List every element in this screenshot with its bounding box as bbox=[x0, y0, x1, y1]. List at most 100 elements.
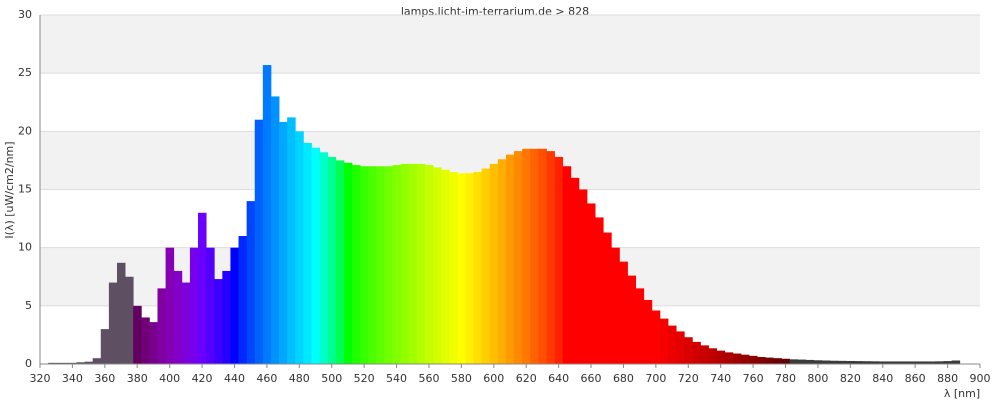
spectrum-bar bbox=[749, 355, 758, 364]
spectrum-bar bbox=[538, 148, 547, 364]
x-tick-label: 860 bbox=[905, 372, 926, 385]
chart-title: lamps.licht-im-terrarium.de > 828 bbox=[401, 5, 589, 18]
spectrum-bar bbox=[181, 282, 191, 364]
spectrum-bar bbox=[254, 119, 264, 364]
spectrum-bar bbox=[603, 232, 612, 364]
spectrum-bar bbox=[481, 168, 491, 364]
spectrum-bar bbox=[927, 361, 936, 364]
spectrum-bar bbox=[449, 172, 458, 364]
spectrum-bar bbox=[805, 359, 815, 364]
spectrum-bar bbox=[854, 361, 863, 364]
spectrum-bar bbox=[173, 270, 183, 364]
spectrum-bar bbox=[262, 65, 272, 365]
spectrum-bar bbox=[716, 350, 726, 364]
x-tick-label: 780 bbox=[775, 372, 796, 385]
spectrum-bar bbox=[149, 322, 158, 364]
spectrum-bar bbox=[724, 352, 734, 364]
spectrum-bar bbox=[830, 360, 839, 364]
y-tick-label: 30 bbox=[18, 8, 32, 21]
spectrum-bar bbox=[108, 282, 118, 364]
spectrum-bar bbox=[870, 361, 880, 364]
spectrum-bar bbox=[416, 163, 426, 364]
spectrum-bar bbox=[757, 357, 766, 364]
spectrum-bar bbox=[246, 201, 256, 364]
x-tick-label: 520 bbox=[354, 372, 375, 385]
spectrum-bar bbox=[732, 353, 742, 364]
y-tick-label: 0 bbox=[25, 357, 32, 370]
spectrum-bar bbox=[287, 117, 296, 364]
spectrum-bar bbox=[60, 362, 69, 364]
spectrum-bar bbox=[100, 329, 110, 364]
spectrum-bar bbox=[351, 165, 361, 364]
spectrum-bar bbox=[862, 361, 872, 364]
spectrum-bar bbox=[578, 189, 588, 364]
spectrum-bar bbox=[230, 247, 239, 364]
x-tick-label: 440 bbox=[224, 372, 245, 385]
y-tick-label: 5 bbox=[25, 299, 32, 312]
spectrum-bar bbox=[270, 96, 280, 364]
spectrum-bar bbox=[554, 156, 564, 364]
spectrum-bar bbox=[659, 318, 669, 364]
x-tick-label: 600 bbox=[483, 372, 504, 385]
spectrum-bar bbox=[522, 148, 531, 364]
spectrum-bar bbox=[546, 151, 555, 364]
spectrum-bar bbox=[635, 288, 645, 364]
spectrum-bar bbox=[76, 362, 85, 364]
spectrum-bar bbox=[92, 358, 102, 364]
spectrum-bar bbox=[821, 360, 831, 364]
x-tick-label: 660 bbox=[581, 372, 602, 385]
spectrum-bar bbox=[789, 359, 799, 364]
spectrum-bar bbox=[586, 203, 596, 364]
y-axis-label: I(λ) [uW/cm2/nm] bbox=[3, 141, 16, 238]
spectrum-bar bbox=[189, 247, 199, 364]
spectrum-bar bbox=[360, 166, 369, 364]
spectrum-bar bbox=[619, 261, 628, 364]
x-tick-label: 800 bbox=[807, 372, 828, 385]
spectrum-bar bbox=[157, 288, 167, 364]
spectrum-bar bbox=[514, 151, 523, 364]
spectrum-bar bbox=[911, 361, 920, 364]
spectrum-bar bbox=[141, 317, 150, 364]
spectrum-bar bbox=[311, 147, 320, 364]
spectrum-bar bbox=[530, 148, 539, 364]
spectrum-bar bbox=[903, 361, 912, 364]
x-tick-label: 620 bbox=[516, 372, 537, 385]
spectrum-bar bbox=[894, 361, 904, 364]
x-tick-label: 760 bbox=[743, 372, 764, 385]
spectrum-bar bbox=[473, 172, 483, 364]
spectrum-bar bbox=[570, 177, 580, 364]
spectrum-bar bbox=[838, 360, 847, 364]
x-tick-label: 560 bbox=[418, 372, 439, 385]
spectrum-bar bbox=[279, 122, 288, 364]
x-tick-label: 640 bbox=[548, 372, 569, 385]
spectrum-bar bbox=[935, 361, 944, 364]
spectrum-bar bbox=[651, 310, 661, 364]
spectrum-bar bbox=[116, 262, 126, 364]
spectrum-bar bbox=[465, 173, 474, 364]
spectrum-bar bbox=[643, 300, 653, 364]
x-tick-label: 360 bbox=[94, 372, 115, 385]
x-tick-label: 540 bbox=[386, 372, 407, 385]
spectrum-bar bbox=[457, 173, 466, 364]
spectrum-bar bbox=[505, 154, 515, 364]
spectrum-bar bbox=[84, 361, 94, 364]
x-tick-label: 320 bbox=[30, 372, 51, 385]
spectrum-bar bbox=[797, 359, 807, 364]
spectrum-bar bbox=[919, 361, 928, 364]
x-tick-label: 500 bbox=[321, 372, 342, 385]
spectrum-bar bbox=[125, 276, 134, 364]
x-tick-label: 420 bbox=[192, 372, 213, 385]
x-tick-label: 580 bbox=[451, 372, 472, 385]
y-tick-label: 20 bbox=[18, 124, 32, 137]
spectrum-bar bbox=[676, 331, 685, 364]
spectrum-bar bbox=[214, 279, 223, 364]
spectrum-bar bbox=[319, 152, 329, 364]
spectrum-bar bbox=[238, 236, 248, 364]
spectrum-bar bbox=[886, 361, 896, 364]
y-tick-label: 25 bbox=[18, 66, 32, 79]
spectrum-bar bbox=[668, 325, 677, 364]
spectrum-bar bbox=[206, 247, 215, 364]
spectrum-bar bbox=[813, 360, 823, 364]
spectrum-bar bbox=[198, 212, 207, 364]
spectrum-bar bbox=[68, 362, 77, 364]
